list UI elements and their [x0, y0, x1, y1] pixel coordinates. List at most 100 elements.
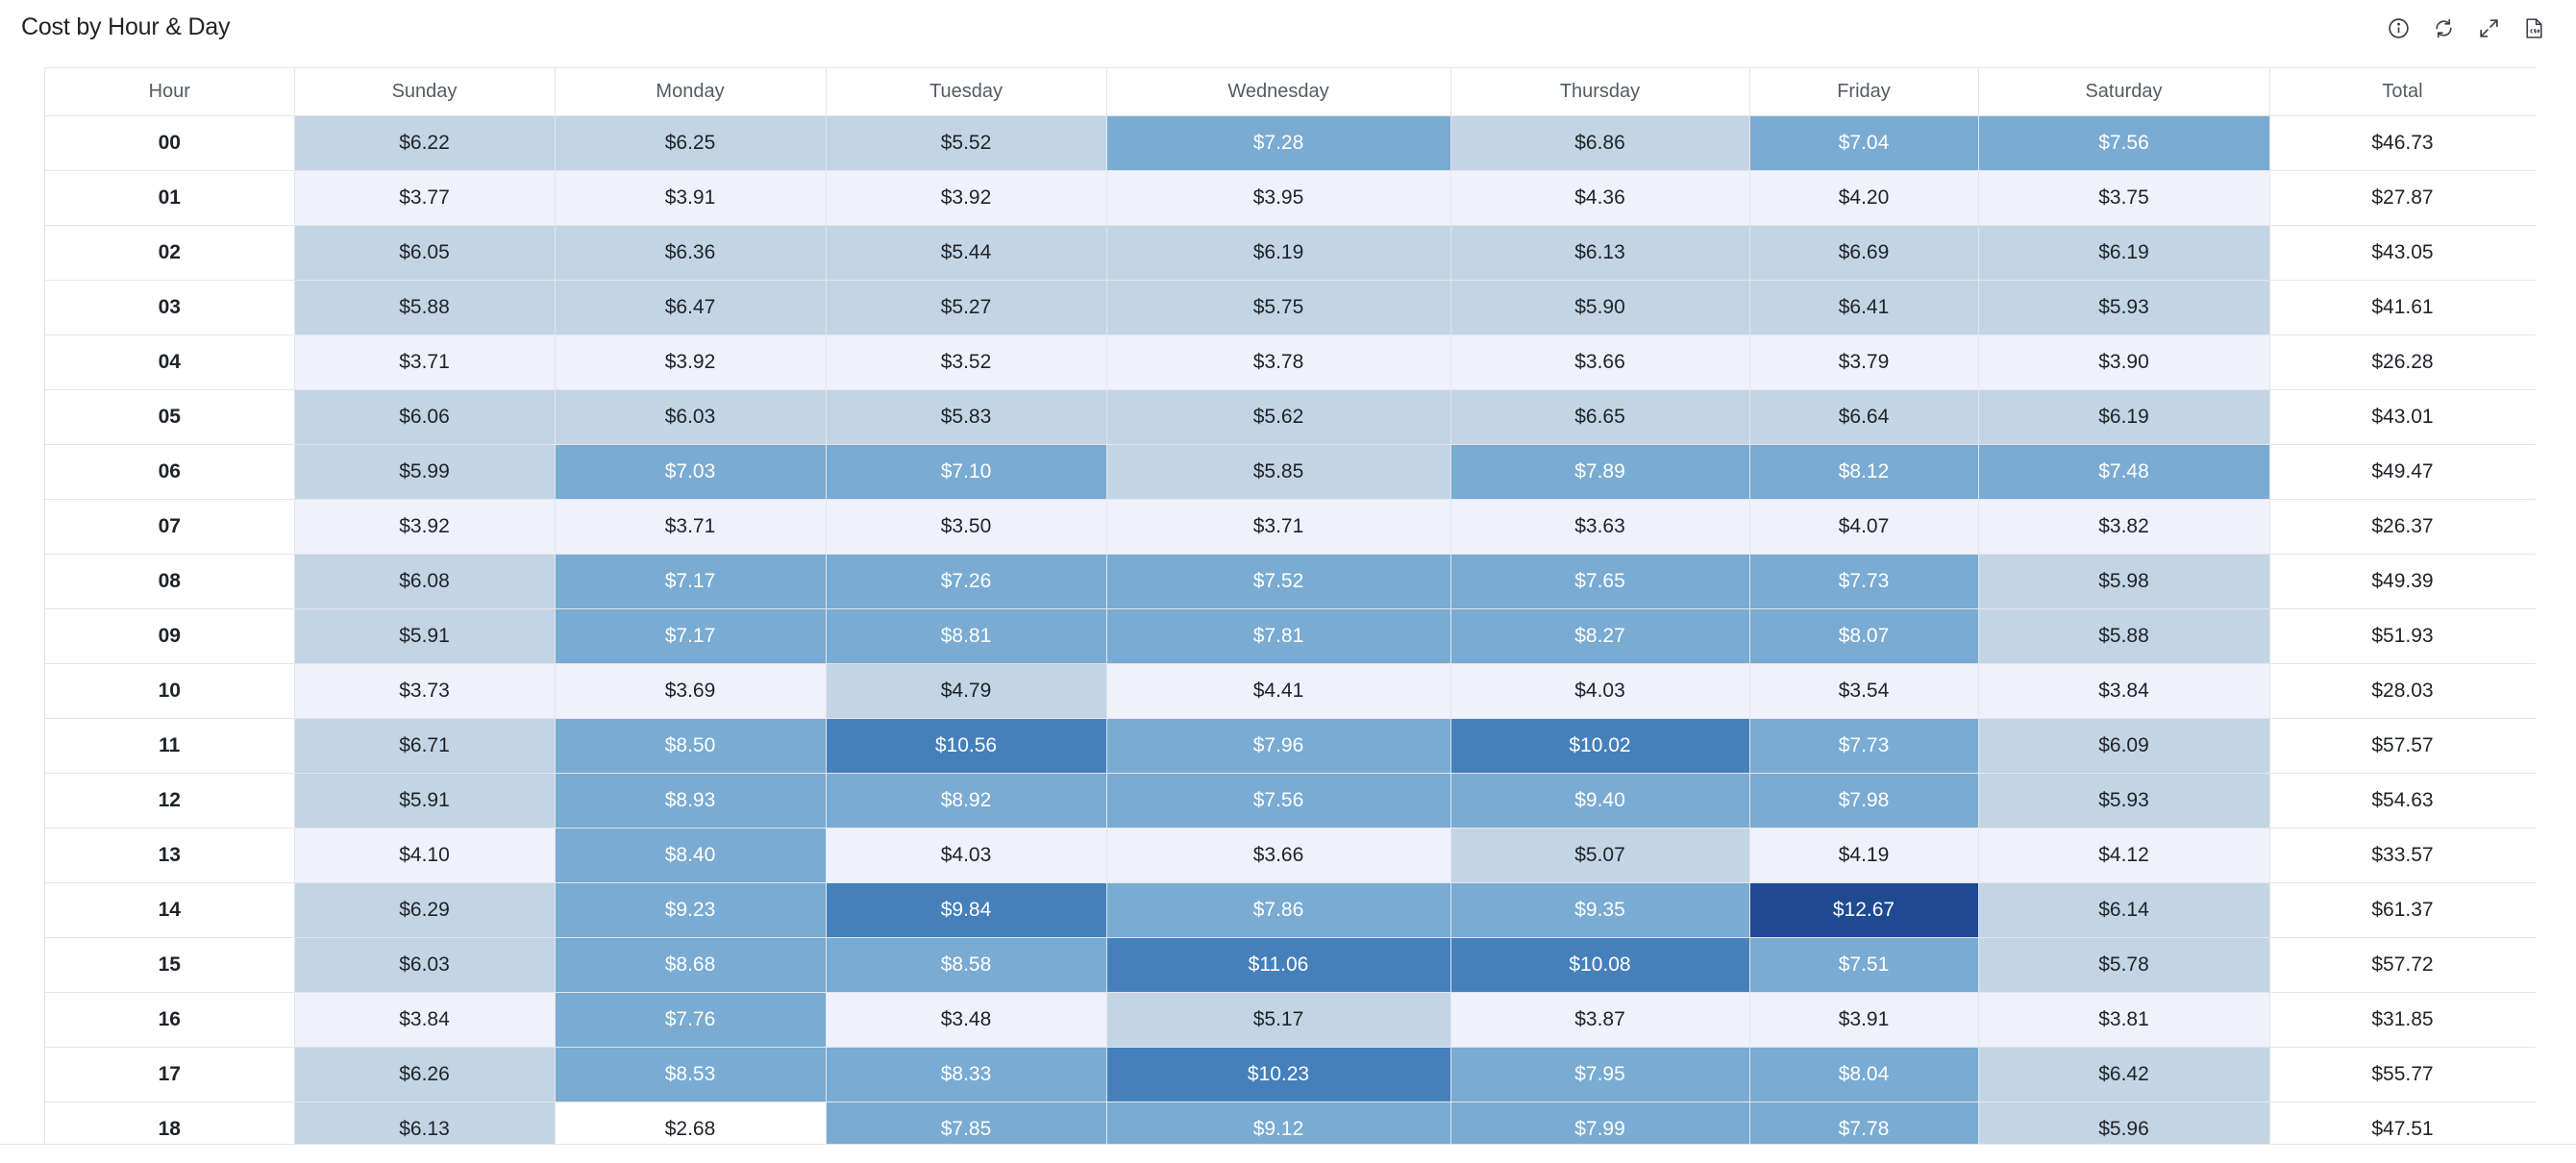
heatmap-cell[interactable]: $5.93	[1978, 280, 2270, 335]
heatmap-cell[interactable]: $8.93	[555, 773, 827, 829]
heatmap-cell[interactable]: $6.14	[1978, 882, 2270, 938]
heatmap-cell[interactable]: $3.63	[1450, 499, 1750, 555]
heatmap-cell[interactable]: $6.13	[294, 1101, 556, 1145]
heatmap-cell[interactable]: $6.19	[1106, 225, 1451, 281]
heatmap-cell[interactable]: $5.98	[1978, 554, 2270, 609]
heatmap-cell[interactable]: $3.91	[1749, 992, 1979, 1048]
heatmap-cell[interactable]: $4.36	[1450, 170, 1750, 226]
heatmap-cell[interactable]: $7.52	[1106, 554, 1451, 609]
heatmap-cell[interactable]: $3.71	[555, 499, 827, 555]
heatmap-cell[interactable]: $3.87	[1450, 992, 1750, 1048]
heatmap-cell[interactable]: $5.88	[294, 280, 556, 335]
heatmap-cell[interactable]: $7.86	[1106, 882, 1451, 938]
heatmap-cell[interactable]: $6.25	[555, 115, 827, 171]
heatmap-cell[interactable]: $6.71	[294, 718, 556, 774]
heatmap-cell[interactable]: $6.42	[1978, 1047, 2270, 1102]
heatmap-cell[interactable]: $3.71	[294, 334, 556, 390]
heatmap-cell[interactable]: $4.12	[1978, 828, 2270, 883]
heatmap-cell[interactable]: $3.90	[1978, 334, 2270, 390]
heatmap-cell[interactable]: $3.50	[826, 499, 1107, 555]
heatmap-cell[interactable]: $9.12	[1106, 1101, 1451, 1145]
heatmap-cell[interactable]: $5.91	[294, 773, 556, 829]
heatmap-cell[interactable]: $7.96	[1106, 718, 1451, 774]
heatmap-cell[interactable]: $8.58	[826, 937, 1107, 993]
heatmap-cell[interactable]: $3.92	[826, 170, 1107, 226]
heatmap-cell[interactable]: $3.78	[1106, 334, 1451, 390]
heatmap-cell[interactable]: $4.07	[1749, 499, 1979, 555]
heatmap-cell[interactable]: $7.03	[555, 444, 827, 500]
heatmap-cell[interactable]: $2.68	[555, 1101, 827, 1145]
heatmap-cell[interactable]: $7.04	[1749, 115, 1979, 171]
heatmap-cell[interactable]: $6.19	[1978, 225, 2270, 281]
heatmap-cell[interactable]: $5.90	[1450, 280, 1750, 335]
refresh-button[interactable]	[2429, 13, 2459, 43]
heatmap-cell[interactable]: $8.40	[555, 828, 827, 883]
heatmap-cell[interactable]: $6.29	[294, 882, 556, 938]
heatmap-cell[interactable]: $8.81	[826, 608, 1107, 664]
heatmap-cell[interactable]: $6.22	[294, 115, 556, 171]
heatmap-cell[interactable]: $8.92	[826, 773, 1107, 829]
heatmap-cell[interactable]: $3.92	[294, 499, 556, 555]
heatmap-cell[interactable]: $7.98	[1749, 773, 1979, 829]
heatmap-cell[interactable]: $6.08	[294, 554, 556, 609]
heatmap-cell[interactable]: $8.27	[1450, 608, 1750, 664]
heatmap-cell[interactable]: $6.03	[294, 937, 556, 993]
heatmap-cell[interactable]: $8.50	[555, 718, 827, 774]
heatmap-cell[interactable]: $9.40	[1450, 773, 1750, 829]
heatmap-cell[interactable]: $4.10	[294, 828, 556, 883]
heatmap-cell[interactable]: $9.35	[1450, 882, 1750, 938]
column-header-2[interactable]: Monday	[555, 68, 827, 116]
column-header-3[interactable]: Tuesday	[826, 68, 1107, 116]
heatmap-cell[interactable]: $3.52	[826, 334, 1107, 390]
heatmap-cell[interactable]: $7.78	[1749, 1101, 1979, 1145]
heatmap-cell[interactable]: $7.65	[1450, 554, 1750, 609]
heatmap-cell[interactable]: $8.53	[555, 1047, 827, 1102]
heatmap-cell[interactable]: $10.23	[1106, 1047, 1451, 1102]
heatmap-cell[interactable]: $7.81	[1106, 608, 1451, 664]
heatmap-cell[interactable]: $3.66	[1450, 334, 1750, 390]
heatmap-table-container[interactable]: Hour Sunday Monday Tuesday Wednesday Thursday…	[44, 67, 2536, 1145]
heatmap-cell[interactable]: $7.89	[1450, 444, 1750, 500]
heatmap-cell[interactable]: $3.82	[1978, 499, 2270, 555]
heatmap-cell[interactable]: $5.75	[1106, 280, 1451, 335]
heatmap-cell[interactable]: $6.86	[1450, 115, 1750, 171]
heatmap-cell[interactable]: $10.02	[1450, 718, 1750, 774]
heatmap-cell[interactable]: $7.17	[555, 554, 827, 609]
heatmap-cell[interactable]: $5.83	[826, 389, 1107, 445]
column-header-4[interactable]: Wednesday	[1106, 68, 1451, 116]
heatmap-cell[interactable]: $3.73	[294, 663, 556, 719]
heatmap-cell[interactable]: $12.67	[1749, 882, 1979, 938]
heatmap-cell[interactable]: $6.05	[294, 225, 556, 281]
heatmap-cell[interactable]: $7.28	[1106, 115, 1451, 171]
info-button[interactable]	[2384, 13, 2414, 43]
column-header-5[interactable]: Thursday	[1450, 68, 1750, 116]
heatmap-cell[interactable]: $6.64	[1749, 389, 1979, 445]
heatmap-cell[interactable]: $4.19	[1749, 828, 1979, 883]
heatmap-cell[interactable]: $6.26	[294, 1047, 556, 1102]
column-header-8[interactable]: Total	[2269, 68, 2536, 116]
heatmap-cell[interactable]: $3.77	[294, 170, 556, 226]
heatmap-cell[interactable]: $3.48	[826, 992, 1107, 1048]
heatmap-cell[interactable]: $6.47	[555, 280, 827, 335]
column-header-0[interactable]: Hour	[45, 68, 295, 116]
column-header-1[interactable]: Sunday	[294, 68, 556, 116]
heatmap-cell[interactable]: $9.84	[826, 882, 1107, 938]
heatmap-cell[interactable]: $3.54	[1749, 663, 1979, 719]
heatmap-cell[interactable]: $6.65	[1450, 389, 1750, 445]
heatmap-cell[interactable]: $7.48	[1978, 444, 2270, 500]
heatmap-cell[interactable]: $5.78	[1978, 937, 2270, 993]
heatmap-cell[interactable]: $3.84	[294, 992, 556, 1048]
heatmap-cell[interactable]: $6.36	[555, 225, 827, 281]
heatmap-cell[interactable]: $7.56	[1106, 773, 1451, 829]
heatmap-cell[interactable]: $5.62	[1106, 389, 1451, 445]
heatmap-cell[interactable]: $8.04	[1749, 1047, 1979, 1102]
heatmap-cell[interactable]: $5.85	[1106, 444, 1451, 500]
heatmap-cell[interactable]: $6.41	[1749, 280, 1979, 335]
heatmap-cell[interactable]: $4.03	[1450, 663, 1750, 719]
heatmap-cell[interactable]: $6.06	[294, 389, 556, 445]
heatmap-cell[interactable]: $3.92	[555, 334, 827, 390]
heatmap-cell[interactable]: $7.73	[1749, 718, 1979, 774]
heatmap-cell[interactable]: $4.20	[1749, 170, 1979, 226]
heatmap-cell[interactable]: $7.10	[826, 444, 1107, 500]
heatmap-cell[interactable]: $5.91	[294, 608, 556, 664]
